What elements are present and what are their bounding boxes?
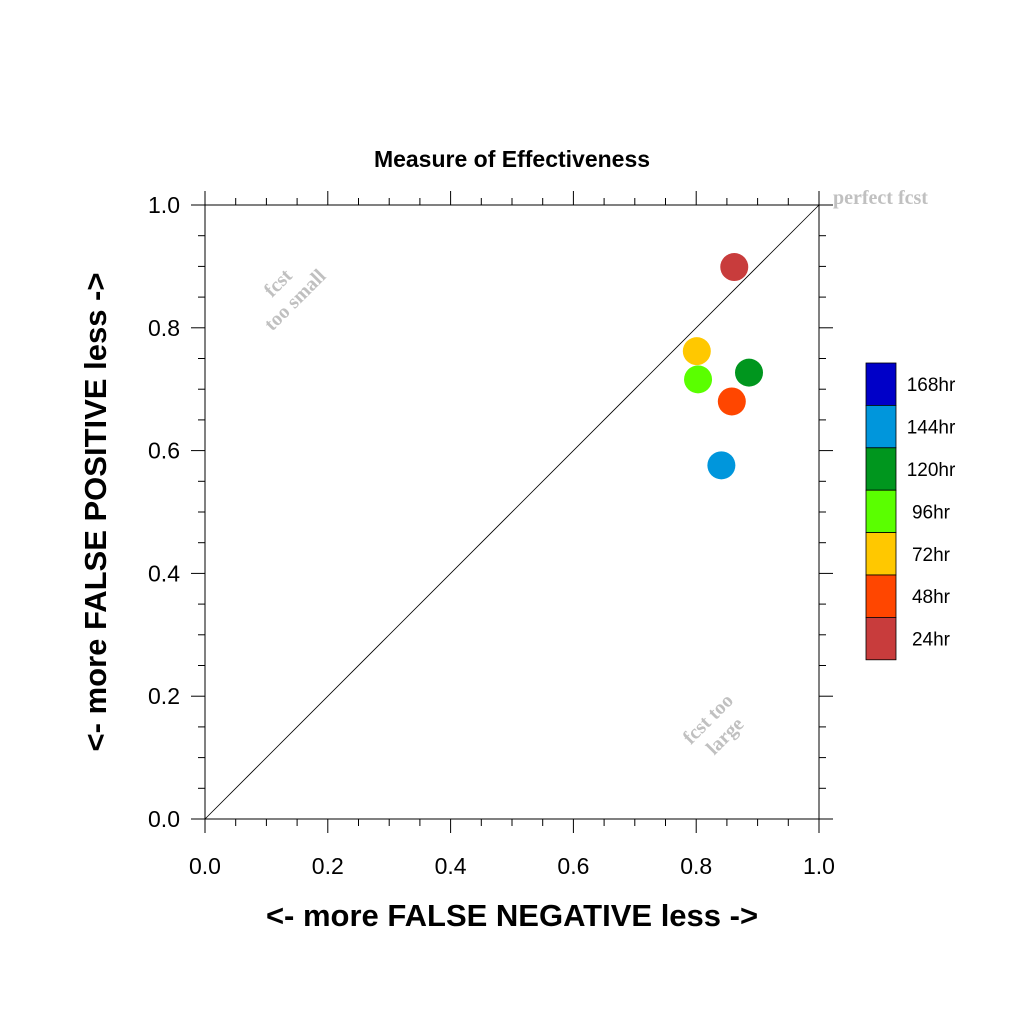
y-tick-label: 0.8 xyxy=(148,315,180,341)
legend-swatch-168hr xyxy=(865,362,897,406)
legend-label-24hr: 24hr xyxy=(912,630,951,651)
legend: 168hr 144hr 120hr 96hr 72hr 48hr 24hr xyxy=(865,362,956,661)
legend-label-144hr: 144hr xyxy=(907,418,956,439)
y-axis-label: <- more FALSE POSITIVE less -> xyxy=(78,273,113,752)
legend-swatch-96hr xyxy=(865,489,897,534)
point-48hr xyxy=(717,387,746,416)
x-tick-label: 0.6 xyxy=(557,853,589,879)
legend-label-72hr: 72hr xyxy=(912,545,951,566)
legend-label-168hr: 168hr xyxy=(907,375,956,396)
legend-swatch-72hr xyxy=(865,532,897,576)
point-96hr xyxy=(684,365,713,394)
x-tick-label: 0.8 xyxy=(680,853,712,879)
legend-swatch-120hr xyxy=(865,447,897,491)
x-tick-label: 1.0 xyxy=(803,853,835,879)
axis-tick-labels: 0.0 0.2 0.4 0.6 0.8 1.0 0.0 0.2 0.4 0.6 0.8 1.0 xyxy=(148,192,835,879)
legend-label-96hr: 96hr xyxy=(912,502,951,523)
point-72hr xyxy=(682,337,711,366)
x-tick-label: 0.4 xyxy=(435,853,467,879)
annotation-perfect-fcst: perfect fcst xyxy=(833,187,928,209)
y-tick-label: 0.0 xyxy=(148,806,180,832)
perfect-forecast-diagonal xyxy=(204,204,820,820)
legend-label-48hr: 48hr xyxy=(912,587,951,608)
legend-swatch-144hr xyxy=(865,404,897,449)
point-120hr xyxy=(735,358,764,387)
data-points xyxy=(682,253,764,480)
point-24hr xyxy=(720,253,749,282)
y-tick-label: 0.4 xyxy=(148,560,180,586)
legend-swatch-48hr xyxy=(865,574,897,618)
axis-ticks xyxy=(191,191,833,833)
annotation-too-large: fcst too large xyxy=(679,690,749,760)
legend-label-120hr: 120hr xyxy=(907,460,956,481)
chart-title: Measure of Effectiveness xyxy=(374,146,650,172)
x-tick-label: 0.2 xyxy=(312,853,344,879)
x-tick-label: 0.0 xyxy=(189,853,221,879)
x-axis-label: <- more FALSE NEGATIVE less -> xyxy=(266,898,758,933)
y-tick-label: 0.2 xyxy=(148,683,180,709)
y-tick-label: 1.0 xyxy=(148,192,180,218)
legend-swatch-24hr xyxy=(865,617,897,661)
annotation-too-small: fcst too small xyxy=(260,265,331,336)
y-tick-label: 0.6 xyxy=(148,438,180,464)
point-144hr xyxy=(707,451,736,480)
